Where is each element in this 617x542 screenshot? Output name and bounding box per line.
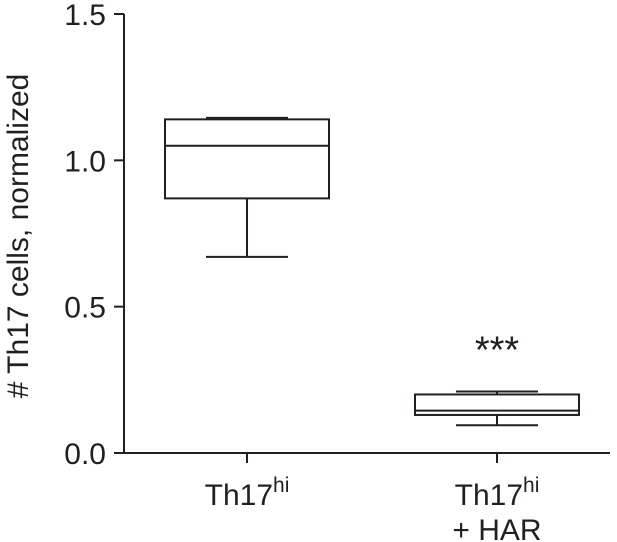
y-axis-title: # Th17 cells, normalized: [2, 74, 35, 399]
axes: [123, 14, 610, 454]
x-tick-labels: Th17hi Th17hi+ HAR: [205, 474, 542, 542]
x-tick-label-line2: + HAR: [452, 514, 541, 542]
box-marks: [164, 116, 580, 427]
y-tick-label: 0.5: [64, 292, 106, 325]
y-tick-label: 1.5: [64, 0, 106, 32]
box-body: [164, 118, 330, 200]
annotations: ***: [475, 330, 520, 372]
y-tick-label: 1.0: [64, 145, 106, 178]
significance-marker: ***: [475, 330, 520, 372]
box-body: [414, 393, 580, 416]
y-ticks: 0.0 0.5 1.0 1.5: [64, 0, 498, 471]
y-tick-label: 0.0: [64, 438, 106, 471]
x-tick-label: Th17hi: [205, 474, 290, 512]
x-tick-label: Th17hi: [455, 474, 540, 512]
